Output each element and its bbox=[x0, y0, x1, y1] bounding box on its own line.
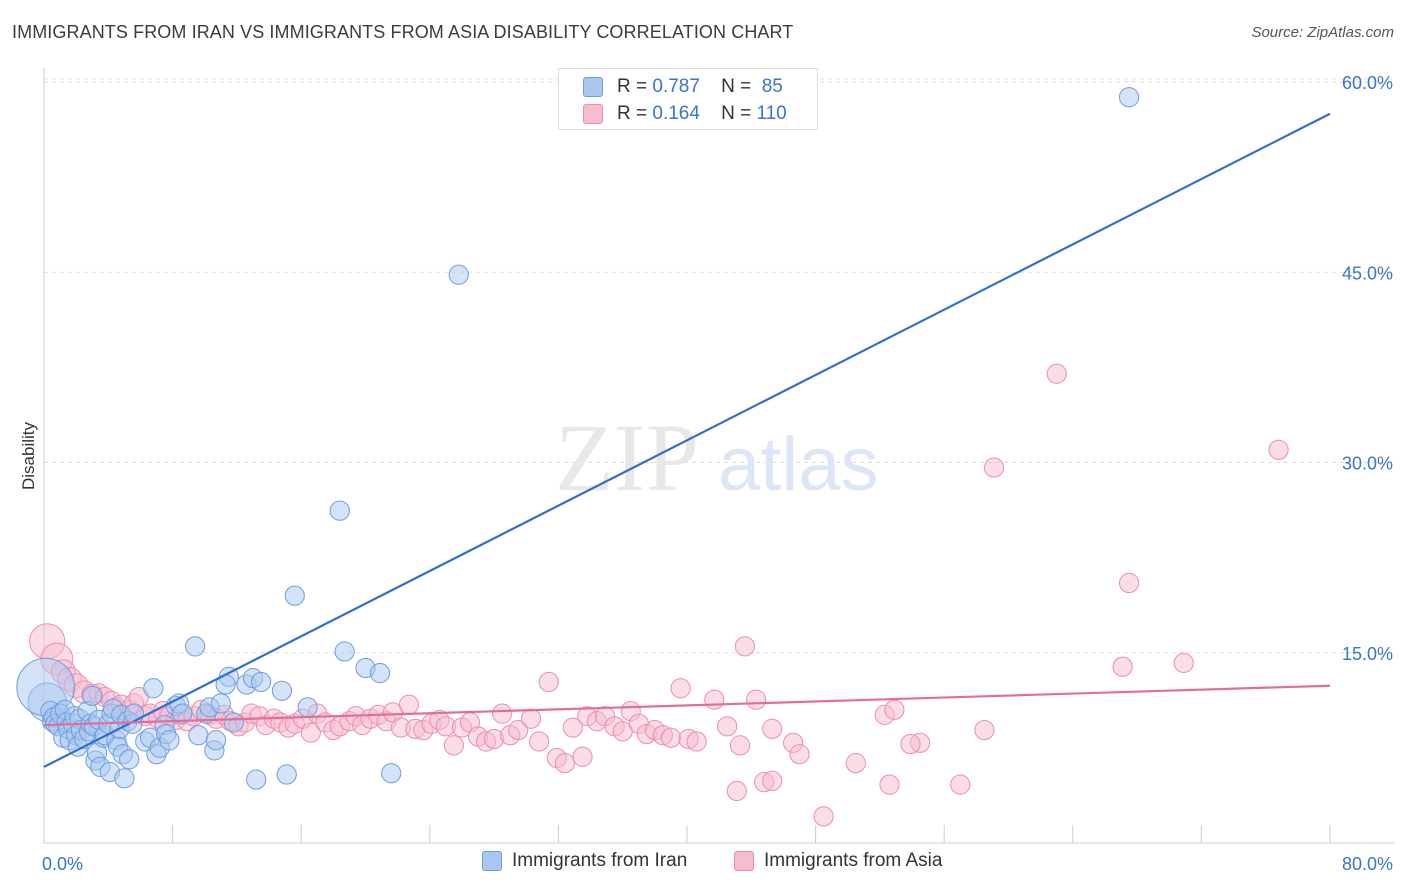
watermark-atlas: atlas bbox=[718, 422, 879, 507]
asia-point bbox=[884, 699, 905, 720]
trend-lines bbox=[43, 112, 1331, 768]
y-tick-label-3: 60.0% bbox=[1342, 73, 1393, 93]
chart-title: IMMIGRANTS FROM IRAN VS IMMIGRANTS FROM … bbox=[12, 22, 794, 42]
stats-row-iran: R = 0.787 N = 85 bbox=[583, 74, 783, 100]
stats-row-asia: R = 0.164 N = 110 bbox=[583, 101, 787, 127]
iran-point bbox=[188, 725, 209, 746]
iran-point bbox=[223, 712, 244, 733]
iran-point bbox=[185, 636, 206, 657]
legend-asia-label: Immigrants from Asia bbox=[764, 850, 943, 871]
asia-point bbox=[1268, 439, 1289, 460]
asia-point bbox=[879, 774, 900, 795]
y-axis-label: Disability bbox=[19, 421, 38, 490]
iran-point bbox=[381, 763, 402, 784]
asia-point bbox=[789, 744, 810, 765]
iran-r-label: R = bbox=[617, 76, 648, 97]
x-tick-label-0: 0.0% bbox=[42, 854, 83, 874]
axes bbox=[43, 68, 1395, 844]
asia-point bbox=[729, 735, 751, 756]
iran-point bbox=[172, 703, 193, 724]
iran-point bbox=[1118, 87, 1140, 108]
asia-point bbox=[1112, 656, 1133, 677]
iran-n-label: N = bbox=[721, 76, 752, 97]
iran-point bbox=[82, 685, 103, 706]
iran-point bbox=[119, 749, 140, 770]
bottom-legend: Immigrants from Iran Immigrants from Asi… bbox=[0, 850, 1406, 880]
asia-point bbox=[398, 694, 420, 715]
source-label: Source: ZipAtlas.com bbox=[1251, 24, 1394, 41]
iran-point bbox=[329, 500, 350, 521]
iran-point bbox=[271, 680, 293, 701]
asia-point bbox=[762, 718, 783, 739]
tick-labels: 15.0% 30.0% 45.0% 60.0% 0.0% 80.0% bbox=[42, 73, 1393, 874]
asia-point bbox=[1173, 652, 1194, 673]
x-tick-label-1: 80.0% bbox=[1342, 854, 1393, 874]
iran-point bbox=[448, 264, 469, 285]
asia-point bbox=[983, 457, 1005, 478]
legend-iran-label: Immigrants from Iran bbox=[512, 850, 688, 871]
iran-point bbox=[369, 662, 391, 684]
asia-point bbox=[1046, 363, 1067, 384]
asia-point bbox=[704, 689, 725, 710]
iran-point bbox=[205, 730, 227, 751]
asia-r-label: R = bbox=[617, 103, 648, 124]
asia-point bbox=[900, 733, 921, 755]
iran-trend-line bbox=[43, 112, 1331, 768]
asia-point bbox=[443, 735, 465, 756]
asia-trend-line bbox=[43, 684, 1331, 727]
watermark-zip: ZIP bbox=[555, 404, 699, 511]
asia-point bbox=[562, 717, 583, 738]
iran-n-value: 85 bbox=[761, 76, 783, 97]
iran-point bbox=[297, 697, 318, 718]
asia-r-value: 0.164 bbox=[652, 103, 700, 124]
asia-swatch-icon bbox=[583, 104, 603, 124]
iran-swatch-icon bbox=[583, 77, 603, 97]
iran-point bbox=[334, 641, 355, 662]
asia-point bbox=[762, 770, 783, 791]
legend-iran-swatch-icon bbox=[482, 851, 502, 871]
asia-n-value: 110 bbox=[756, 103, 787, 124]
asia-point bbox=[670, 678, 691, 699]
asia-point bbox=[717, 716, 738, 737]
asia-point bbox=[492, 703, 513, 724]
legend-item-iran: Immigrants from Iran bbox=[482, 850, 687, 872]
asia-point bbox=[813, 806, 834, 827]
iran-point bbox=[250, 671, 272, 693]
asia-point bbox=[520, 708, 542, 729]
stats-legend: R = 0.787 N = 85 R = 0.164 N = 110 bbox=[558, 68, 818, 130]
iran-point bbox=[284, 585, 305, 606]
asia-point bbox=[1118, 572, 1140, 594]
iran-point bbox=[210, 693, 231, 714]
asia-point bbox=[974, 720, 995, 741]
y-tick-label-0: 15.0% bbox=[1342, 644, 1393, 664]
y-tick-label-1: 30.0% bbox=[1342, 454, 1393, 474]
y-tick-label-2: 45.0% bbox=[1342, 263, 1393, 283]
asia-point bbox=[300, 722, 321, 743]
asia-point bbox=[726, 780, 747, 802]
asia-points bbox=[29, 363, 1289, 827]
asia-point bbox=[845, 752, 866, 774]
grid-lines bbox=[44, 78, 1395, 654]
legend-item-asia: Immigrants from Asia bbox=[734, 850, 942, 872]
asia-point bbox=[572, 746, 593, 767]
iran-point bbox=[246, 769, 267, 790]
iran-point bbox=[114, 768, 135, 789]
iran-r-value: 0.787 bbox=[652, 76, 700, 97]
iran-point bbox=[143, 678, 164, 699]
asia-point bbox=[508, 720, 529, 741]
asia-point bbox=[660, 727, 682, 748]
asia-point bbox=[554, 752, 575, 774]
asia-point bbox=[734, 636, 755, 657]
iran-point bbox=[276, 764, 297, 785]
asia-point bbox=[538, 671, 559, 693]
iran-point bbox=[159, 730, 180, 751]
asia-n-label: N = bbox=[721, 103, 752, 124]
asia-point bbox=[950, 774, 971, 795]
asia-point bbox=[686, 731, 707, 752]
asia-point bbox=[529, 731, 550, 752]
asia-point bbox=[746, 689, 767, 710]
legend-asia-swatch-icon bbox=[734, 851, 754, 871]
